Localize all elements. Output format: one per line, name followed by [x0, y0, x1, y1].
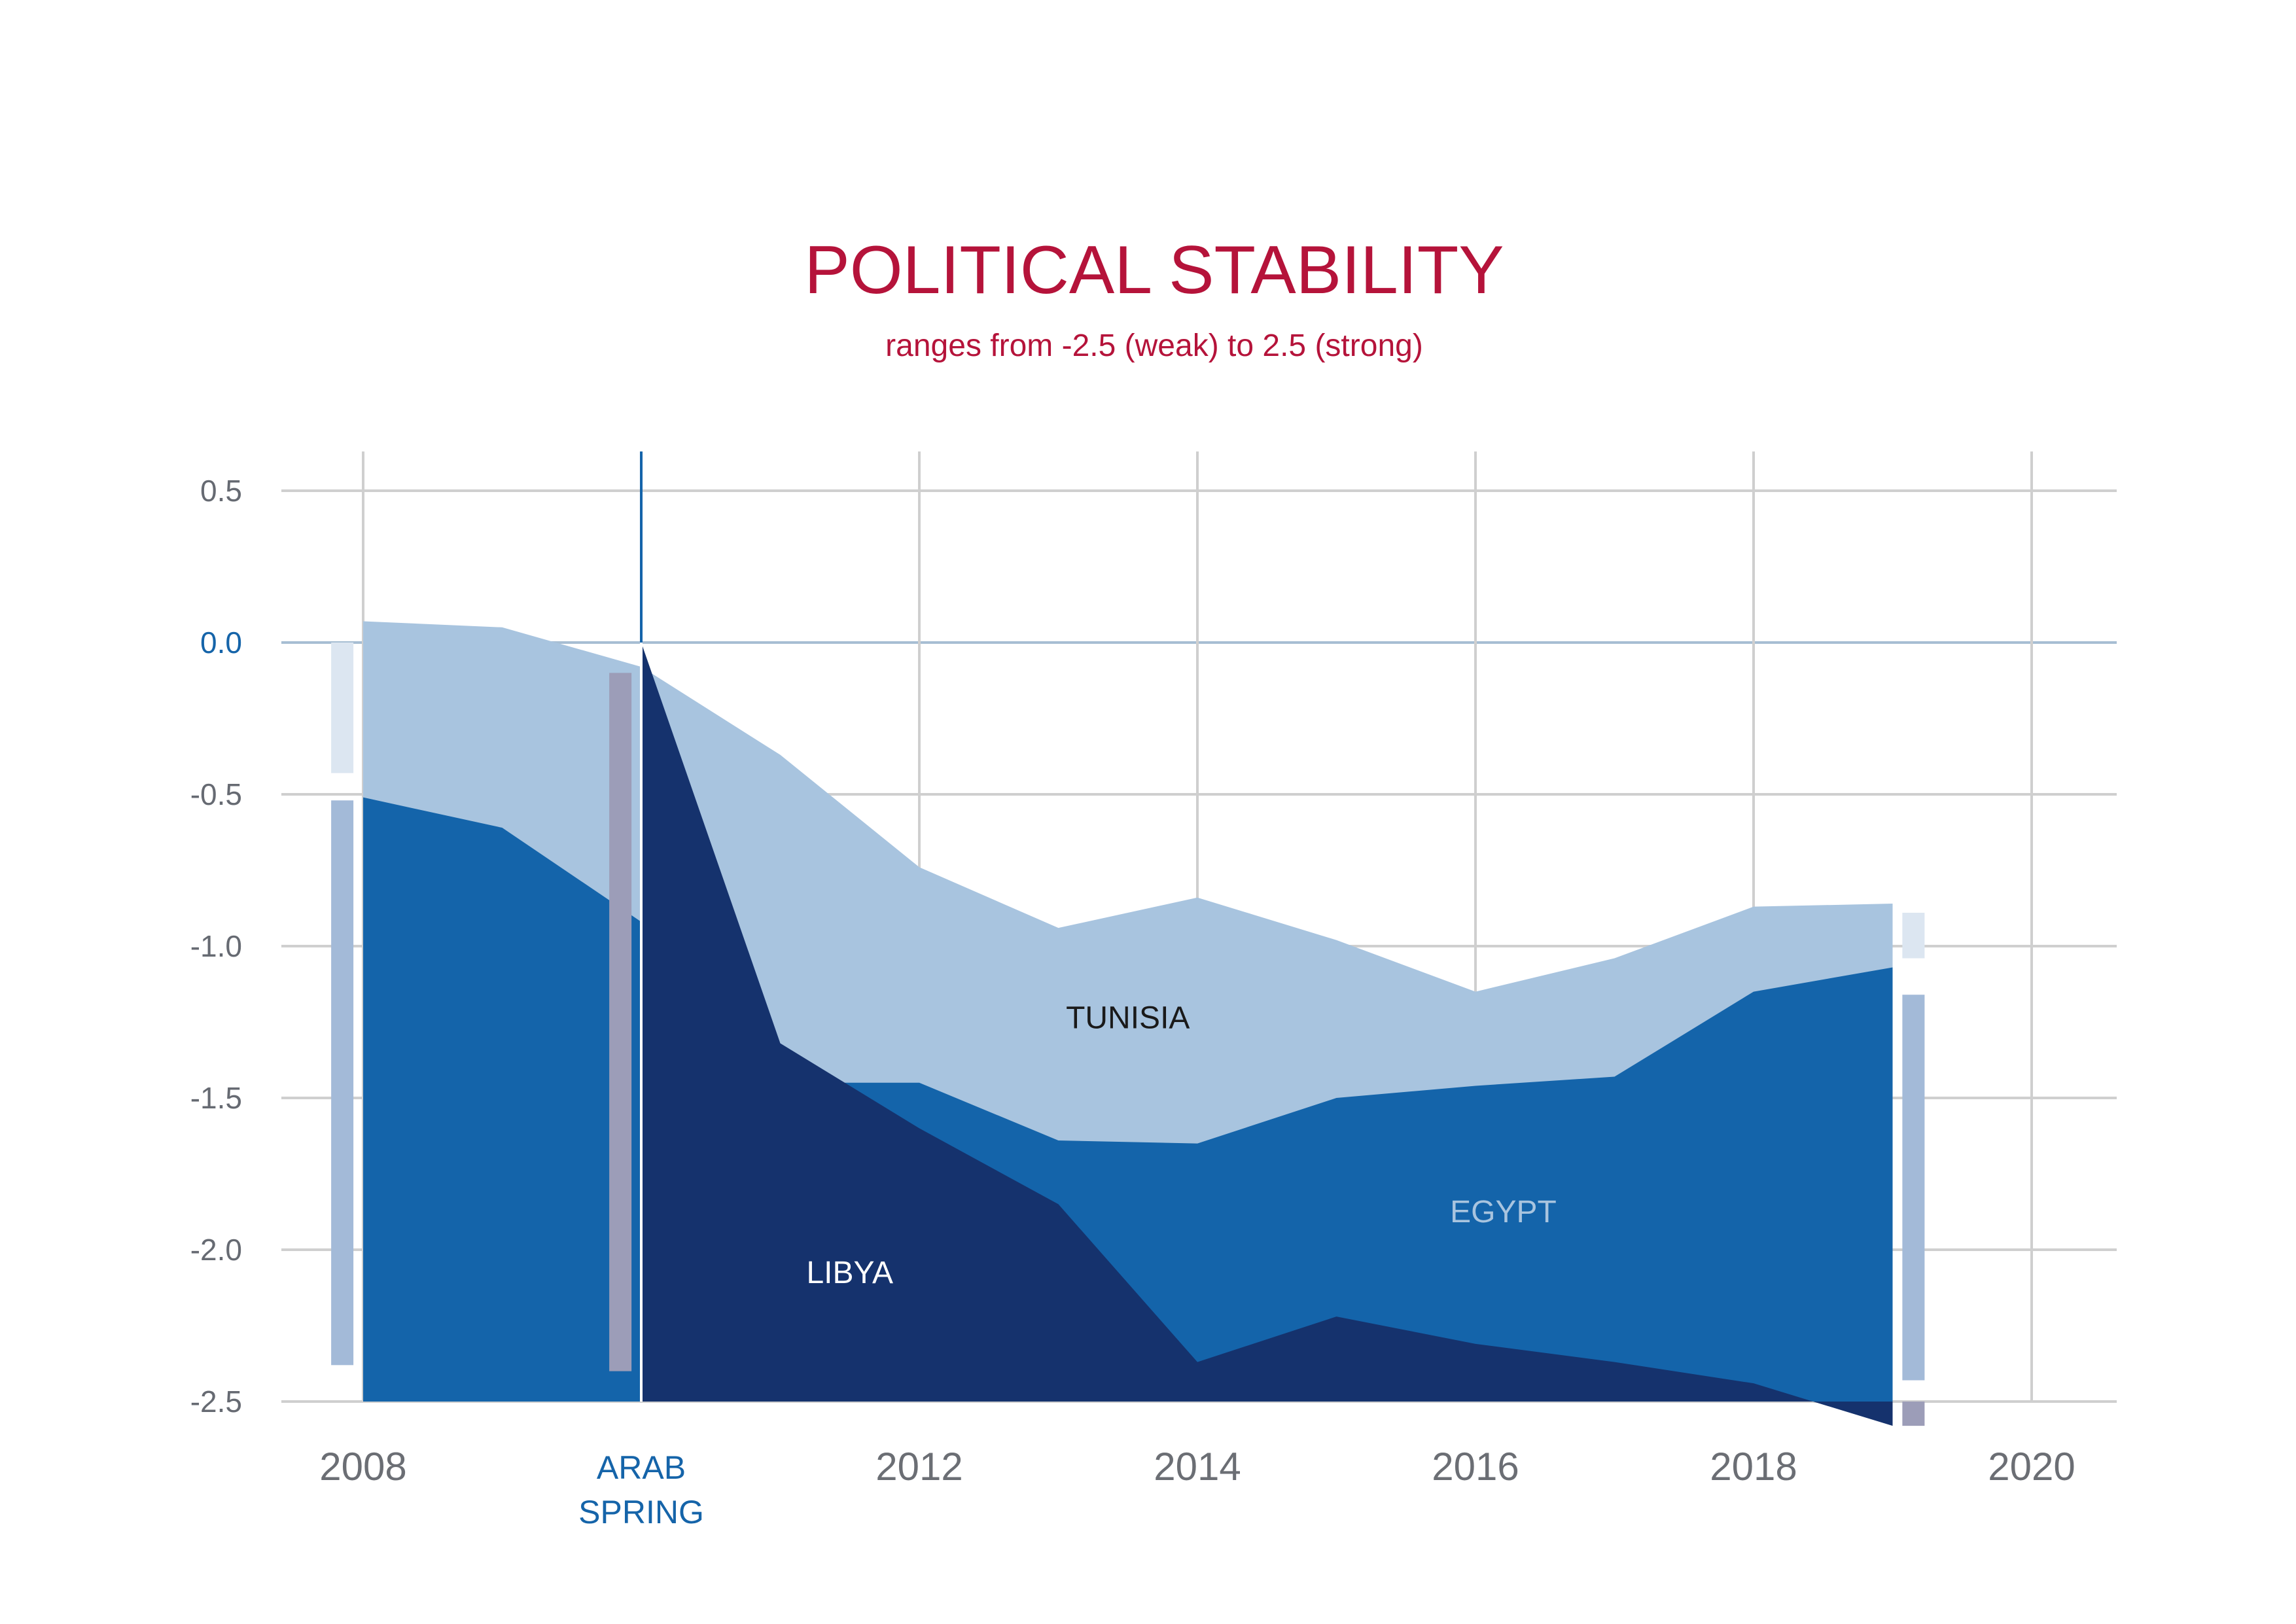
series-label-libya: LIBYA	[806, 1256, 893, 1290]
x-tick-label-3: 2016	[1432, 1445, 1519, 1489]
event-label-line-0: ARAB	[597, 1449, 686, 1486]
y-tick-label-2: -0.5	[190, 777, 242, 811]
area-labels: TUNISIA EGYPT LIBYA	[806, 1000, 1556, 1290]
range-bar-4	[1902, 995, 1925, 1381]
y-tick-label-1: 0.0	[200, 626, 242, 660]
x-tick-label-0: 2008	[319, 1445, 406, 1489]
range-bar-1	[331, 800, 354, 1366]
range-bar-5	[1902, 1402, 1925, 1426]
series-label-egypt: EGYPT	[1450, 1195, 1557, 1229]
y-tick-label-6: -2.5	[190, 1385, 242, 1419]
range-bar-3	[1902, 912, 1925, 959]
range-bar-0	[331, 643, 354, 773]
x-tick-label-5: 2020	[1988, 1445, 2075, 1489]
chart-subtitle: ranges from -2.5 (weak) to 2.5 (strong)	[885, 328, 1423, 363]
y-tick-label-4: -1.5	[190, 1081, 242, 1115]
y-tick-label-3: -1.0	[190, 929, 242, 963]
event-marker: ARAB SPRING	[578, 451, 704, 1530]
range-bars	[331, 643, 1925, 1426]
x-tick-label-2: 2014	[1154, 1445, 1241, 1489]
chart-title: POLITICAL STABILITY	[804, 232, 1504, 308]
area-series	[363, 621, 1893, 1426]
x-tick-label-1: 2012	[875, 1445, 963, 1489]
y-tick-label-5: -2.0	[190, 1233, 242, 1267]
area-libya	[641, 643, 1893, 1426]
range-bar-2	[609, 673, 632, 1371]
x-axis-tick-labels: 2008 2012 2014 2016 2018 2020	[319, 1445, 2075, 1489]
y-tick-label-0: 0.5	[200, 474, 242, 508]
series-label-tunisia: TUNISIA	[1066, 1000, 1190, 1035]
y-axis-tick-labels: 0.5 0.0 -0.5 -1.0 -1.5 -2.0 -2.5	[190, 474, 242, 1419]
x-tick-label-4: 2018	[1710, 1445, 1797, 1489]
event-label-line-1: SPRING	[578, 1494, 704, 1530]
